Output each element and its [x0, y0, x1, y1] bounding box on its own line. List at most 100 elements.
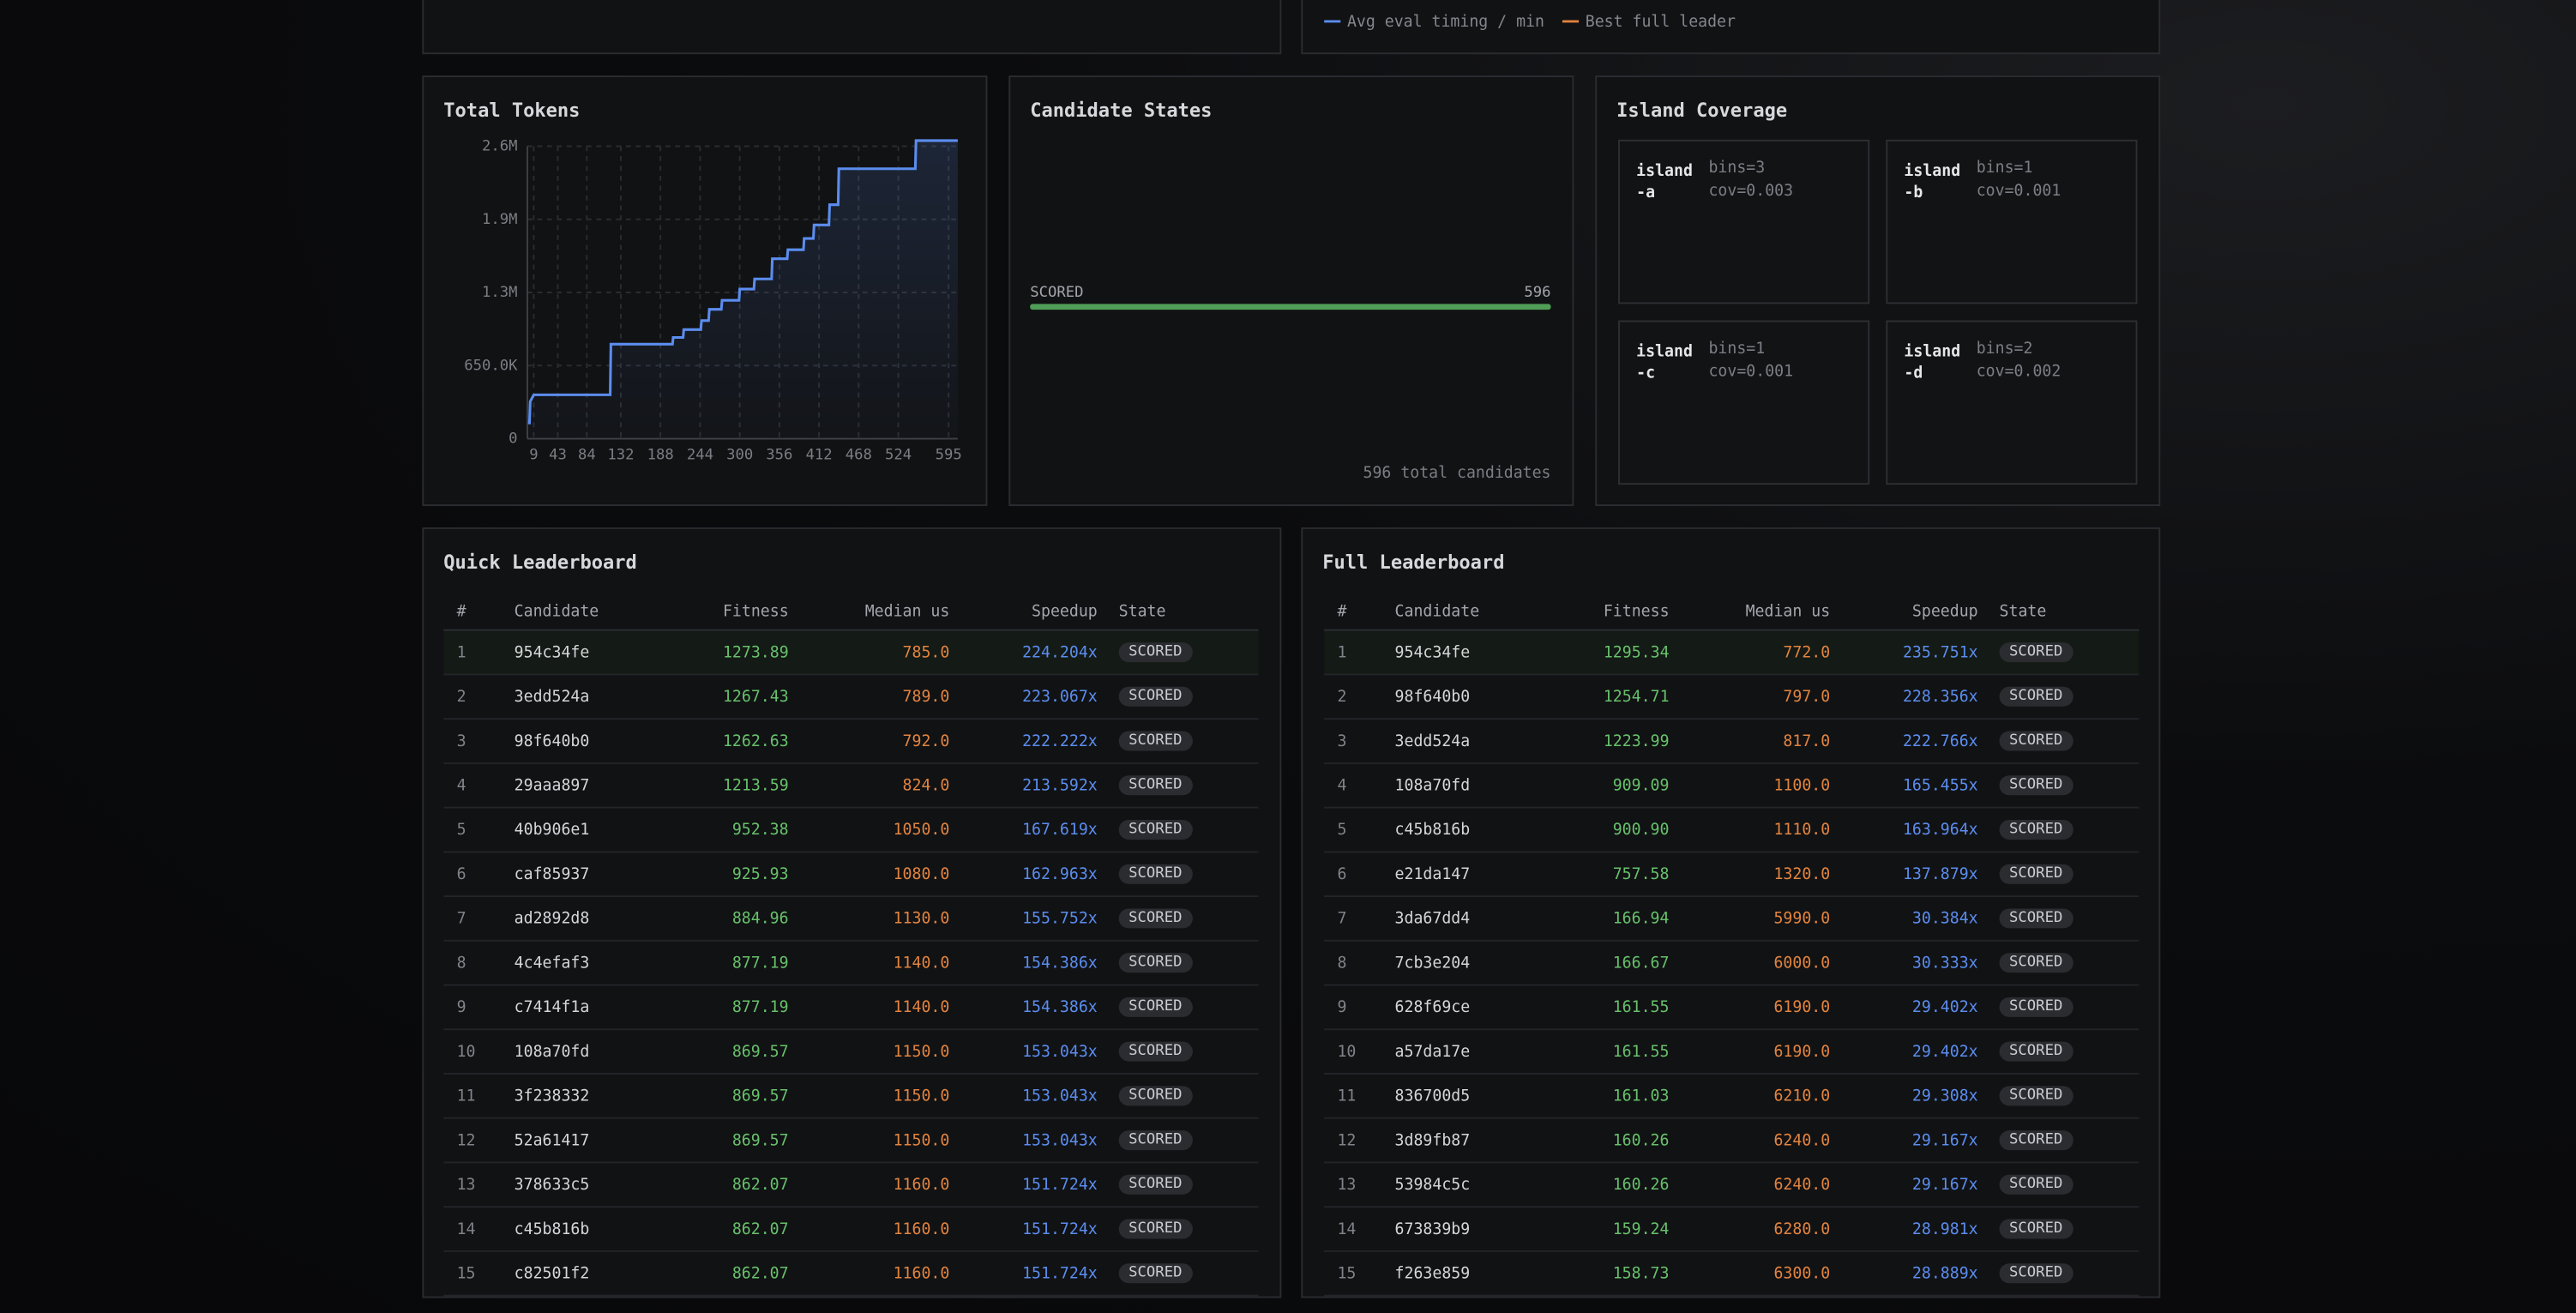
table-cell: 1267.43: [722, 687, 789, 706]
table-cell: 6240.0: [1773, 1175, 1831, 1194]
state-badge: SCORED: [1118, 997, 1192, 1017]
table-cell: 817.0: [1783, 732, 1831, 750]
state-badge: SCORED: [1118, 864, 1192, 884]
table-cell: SCORED: [1978, 1041, 2140, 1062]
table-cell: 151.724x: [1022, 1220, 1098, 1238]
line: [527, 139, 958, 425]
table-cell: 3edd524a: [1394, 732, 1471, 750]
table-row: 14 c45b816b 862.07 1160.0 151.724x SCORED: [443, 1208, 1259, 1252]
table-cell: 29.402x: [1911, 997, 1978, 1016]
table-cell: 13: [1337, 1175, 1357, 1194]
table-cell: 2: [1337, 687, 1347, 706]
state-badge: SCORED: [1999, 1130, 2073, 1151]
island-card: island-c bins=1 cov=0.001: [1618, 320, 1870, 485]
x-tick-label: 524: [885, 447, 912, 464]
table-cell: 153.043x: [1022, 1131, 1098, 1150]
table-row: 5 c45b816b 900.90 1110.0 163.964x SCORED: [1324, 809, 2140, 853]
table-cell: e21da147: [1394, 864, 1471, 883]
legend-label: Avg eval timing / min: [1347, 13, 1544, 31]
table-cell: 8: [1337, 954, 1347, 973]
table-cell: 222.766x: [1902, 732, 1978, 750]
table-cell: 223.067x: [1022, 687, 1098, 706]
table-cell: 6240.0: [1773, 1131, 1831, 1150]
table-cell: 222.222x: [1022, 732, 1098, 750]
state-badge: SCORED: [1118, 642, 1192, 663]
table-cell: 877.19: [731, 997, 789, 1016]
table-cell: 155.752x: [1022, 909, 1098, 928]
table-cell: 869.57: [731, 1131, 789, 1150]
table-cell: 14: [1337, 1220, 1357, 1238]
y-tick-label: 2.6M: [482, 138, 518, 155]
table-cell: SCORED: [1098, 1219, 1259, 1239]
table-cell: 1223.99: [1603, 732, 1670, 750]
panel: [1301, 0, 2161, 55]
island-cov: cov=0.002: [1976, 363, 2061, 382]
state-badge: SCORED: [1999, 731, 2073, 751]
table-cell: 30.384x: [1911, 909, 1978, 928]
table-cell: 153.043x: [1022, 1087, 1098, 1105]
bar-value: 596: [1524, 284, 1550, 301]
state-badge: SCORED: [1118, 686, 1192, 707]
table-row: 3 3edd524a 1223.99 817.0 222.766x SCORED: [1324, 720, 2140, 764]
table-row: 8 7cb3e204 166.67 6000.0 30.333x SCORED: [1324, 942, 2140, 986]
table-cell: 862.07: [731, 1175, 789, 1194]
table-cell: 673839b9: [1394, 1220, 1471, 1238]
table-cell: 10: [1337, 1042, 1357, 1061]
table-cell: 12: [456, 1131, 476, 1150]
table-cell: 163.964x: [1902, 820, 1978, 840]
table-row: 11 836700d5 161.03 6210.0 29.308x SCORED: [1324, 1075, 2140, 1119]
table-cell: SCORED: [1978, 642, 2140, 663]
table-cell: 8: [456, 954, 466, 973]
table-cell: 789.0: [902, 687, 950, 706]
table-cell: 161.03: [1612, 1087, 1670, 1105]
table-cell: SCORED: [1978, 1219, 2140, 1239]
table-cell: 1213.59: [722, 776, 789, 795]
table-cell: 1262.63: [722, 732, 789, 750]
table-cell: 792.0: [902, 732, 950, 750]
table-cell: 877.19: [731, 954, 789, 973]
panel: Candidate States: [1008, 75, 1574, 507]
table-cell: 153.043x: [1022, 1042, 1098, 1061]
table-cell: 98f640b0: [514, 732, 590, 750]
table-cell: SCORED: [1978, 1263, 2140, 1284]
table-cell: SCORED: [1098, 997, 1259, 1017]
table-cell: 1100.0: [1773, 776, 1831, 795]
table-cell: 628f69ce: [1394, 997, 1471, 1016]
table-cell: SCORED: [1098, 731, 1259, 751]
table-cell: 29.167x: [1911, 1131, 1978, 1150]
panel-title: Candidate States: [1030, 98, 1213, 122]
state-badge: SCORED: [1118, 819, 1192, 840]
column-header: Median us: [1745, 602, 1831, 621]
table-cell: 884.96: [731, 909, 789, 928]
table-cell: 1140.0: [893, 997, 950, 1016]
table-cell: 900.90: [1612, 820, 1670, 840]
table-cell: 15: [1337, 1264, 1357, 1283]
column-header: Fitness: [1603, 602, 1670, 621]
y-tick-label: 0: [509, 431, 517, 448]
table-row: 8 4c4efaf3 877.19 1140.0 154.386x SCORED: [443, 942, 1259, 986]
table-cell: SCORED: [1098, 864, 1259, 884]
column-header: State: [1999, 602, 2047, 621]
table-cell: 1110.0: [1773, 820, 1831, 840]
y-tick-label: 1.3M: [482, 284, 518, 301]
state-badge: SCORED: [1999, 953, 2073, 973]
table-cell: 5990.0: [1773, 909, 1831, 928]
table-cell: 166.67: [1612, 954, 1670, 973]
table-cell: SCORED: [1978, 864, 2140, 884]
state-badge: SCORED: [1999, 642, 2073, 663]
bar: [1030, 304, 1551, 310]
panel-title: Island Coverage: [1616, 98, 1788, 122]
column-header: Fitness: [722, 602, 789, 621]
table-cell: 4: [1337, 776, 1347, 795]
table-cell: 4: [456, 776, 466, 795]
column-header: State: [1118, 602, 1166, 621]
state-badge: SCORED: [1999, 1219, 2073, 1239]
table-cell: 836700d5: [1394, 1087, 1471, 1105]
table-cell: 5: [456, 820, 466, 840]
state-badge: SCORED: [1118, 953, 1192, 973]
table-cell: 151.724x: [1022, 1264, 1098, 1283]
table-cell: 757.58: [1612, 864, 1670, 883]
state-badge: SCORED: [1118, 908, 1192, 929]
table-cell: 154.386x: [1022, 997, 1098, 1016]
table-cell: caf85937: [514, 864, 590, 883]
